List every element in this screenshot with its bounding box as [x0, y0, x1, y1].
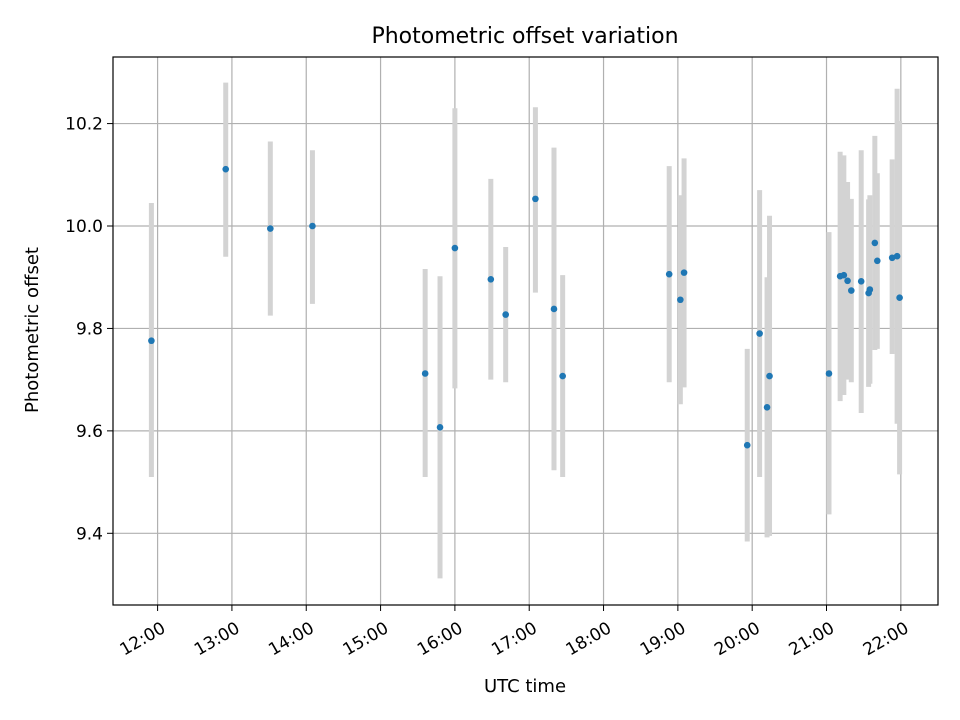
data-point	[766, 372, 773, 380]
data-point	[421, 370, 429, 377]
data-point	[487, 275, 495, 283]
data-point	[267, 225, 274, 232]
data-point	[532, 195, 539, 203]
data-point	[847, 287, 855, 294]
y-axis-label: Photometric offset	[22, 247, 43, 413]
data-point	[844, 277, 851, 285]
data-points	[148, 165, 903, 449]
data-point	[763, 404, 771, 411]
data-point	[502, 311, 509, 318]
data-point	[222, 165, 230, 173]
y-tick-label: 9.8	[76, 319, 103, 339]
y-tick-label: 10.2	[65, 115, 103, 135]
data-point	[665, 270, 673, 278]
chart-title: Photometric offset variation	[371, 24, 678, 49]
data-point	[743, 441, 751, 449]
data-point	[888, 254, 896, 262]
data-point	[825, 370, 833, 377]
plot-frame	[112, 56, 939, 606]
data-point	[559, 372, 566, 380]
y-tick-label: 10.0	[65, 217, 103, 237]
data-point	[893, 252, 901, 260]
data-point	[550, 305, 558, 313]
data-point	[756, 330, 763, 337]
data-point	[866, 286, 874, 293]
x-axis-label: UTC time	[484, 676, 566, 697]
data-point	[857, 278, 865, 285]
data-point	[874, 257, 881, 265]
data-point	[309, 222, 316, 230]
data-point	[451, 244, 459, 252]
data-point	[677, 296, 684, 304]
y-tick-label: 9.6	[76, 422, 103, 442]
data-point	[896, 294, 903, 302]
data-point	[436, 423, 444, 431]
data-point	[148, 337, 155, 345]
data-point	[871, 239, 879, 247]
data-point	[840, 271, 848, 279]
data-point	[680, 269, 688, 276]
y-tick-label: 9.4	[76, 524, 103, 544]
